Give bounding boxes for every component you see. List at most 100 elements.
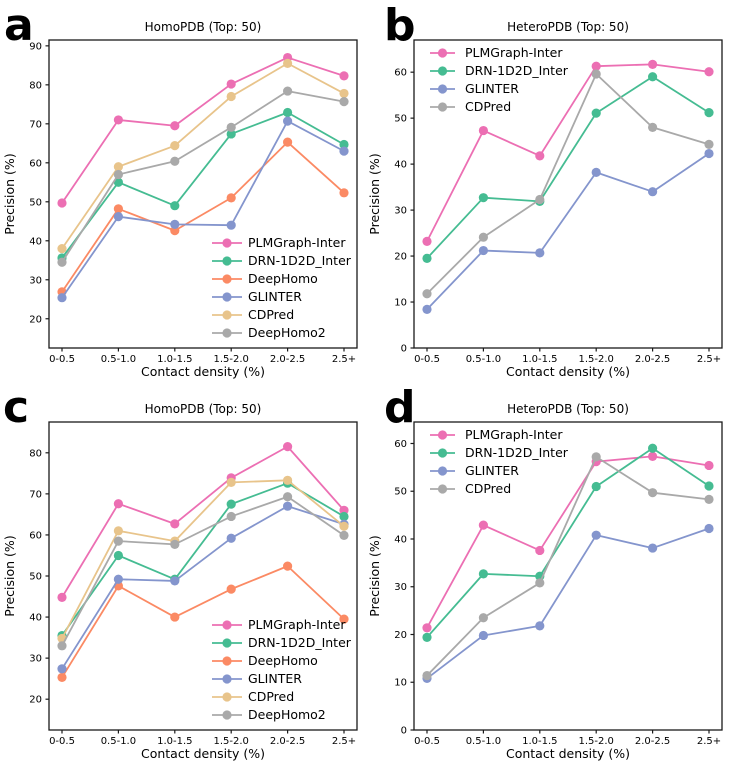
data-point: [113, 115, 123, 125]
data-point: [422, 236, 432, 246]
data-point: [648, 488, 658, 498]
data-point: [283, 137, 293, 147]
data-point: [283, 107, 293, 118]
legend-marker: [222, 710, 232, 720]
series-DeepHomo2: [57, 86, 349, 267]
series-PLMGraph-Inter: [57, 442, 349, 602]
legend-marker: [222, 674, 232, 684]
x-axis-label: Contact density (%): [141, 364, 265, 379]
series-line: [426, 455, 710, 629]
y-tick-label: 0: [401, 344, 407, 355]
x-tick-label: 2.0-2.5: [270, 354, 305, 365]
data-point: [478, 245, 488, 256]
legend-marker: [222, 638, 232, 648]
data-point: [226, 122, 236, 132]
data-point: [226, 79, 236, 89]
data-point: [478, 232, 488, 242]
series-line: [61, 111, 345, 259]
data-point: [535, 621, 545, 631]
x-tick-label: 2.0-2.5: [635, 354, 670, 365]
legend-marker: [222, 310, 232, 320]
y-tick-label: 20: [29, 695, 42, 706]
data-point: [535, 248, 545, 258]
series-line: [61, 505, 345, 670]
legend-label: GLINTER: [248, 671, 302, 686]
y-tick-label: 70: [29, 489, 42, 500]
series-line: [61, 495, 345, 647]
series-line: [426, 447, 710, 638]
x-tick-label: 1.0-1.5: [157, 736, 192, 747]
data-point: [704, 67, 714, 77]
y-axis-label: Precision (%): [367, 153, 382, 234]
series-CDPred: [57, 475, 349, 644]
legend-entry: CDPred: [430, 99, 511, 114]
series-PLMGraph-Inter: [57, 52, 349, 208]
legend-label: CDPred: [248, 689, 294, 704]
data-point: [704, 108, 714, 118]
x-tick-label: 2.5+: [332, 736, 356, 747]
y-tick-label: 90: [29, 41, 42, 52]
legend-marker: [222, 292, 232, 302]
legend-marker: [437, 66, 448, 76]
legend-entry: PLMGraph-Inter: [212, 235, 346, 250]
y-axis-label: Precision (%): [2, 535, 17, 616]
data-point: [113, 550, 123, 561]
x-tick-label: 2.5+: [332, 354, 356, 365]
data-point: [170, 156, 180, 166]
x-tick-label: 1.0-1.5: [157, 354, 192, 365]
data-point: [283, 86, 293, 96]
y-tick-label: 80: [29, 80, 42, 91]
data-point: [422, 304, 432, 314]
panel-label-a: a: [4, 0, 34, 51]
data-point: [170, 219, 180, 230]
data-point: [339, 511, 349, 522]
data-point: [283, 501, 293, 511]
chart-homopdb-1: HomoPDB (Top: 50) Contact density (%) Prec…: [2, 20, 358, 379]
x-tick-label: 0.5-1.0: [101, 354, 136, 365]
x-tick-label: 1.5-2.0: [578, 736, 613, 747]
series-line: [61, 565, 345, 678]
x-tick-label: 0.5-1.0: [101, 736, 136, 747]
legend-entry: DeepHomo: [212, 271, 318, 286]
legend-label: DeepHomo2: [248, 325, 326, 340]
series-CDPred: [57, 58, 349, 254]
legend-label: PLMGraph-Inter: [465, 427, 563, 442]
x-tick-label: 0-0.5: [414, 354, 440, 365]
chart-title: HomoPDB (Top: 50): [145, 20, 262, 34]
legend-label: CDPred: [465, 481, 511, 496]
series-line: [61, 56, 345, 204]
legend-marker: [222, 692, 232, 702]
y-tick-label: 50: [29, 572, 42, 583]
y-axis-label: Precision (%): [367, 535, 382, 616]
data-point: [591, 167, 601, 177]
data-point: [591, 61, 601, 71]
x-tick-label: 1.5-2.0: [213, 736, 248, 747]
legend-entry: DRN-1D2D_Inter: [212, 635, 352, 650]
series-PLMGraph-Inter: [422, 59, 714, 246]
plot-frame: [48, 39, 358, 349]
data-point: [478, 569, 488, 579]
legend-marker: [222, 238, 232, 248]
data-point: [339, 521, 349, 531]
series-DRN-1D2D_Inter: [422, 72, 714, 263]
y-tick-label: 40: [29, 613, 42, 624]
legend-entry: GLINTER: [212, 289, 302, 304]
series-line: [426, 527, 710, 680]
series-line: [61, 120, 345, 299]
data-point: [478, 125, 488, 136]
data-point: [226, 91, 236, 102]
chart-heteropdb-2: HeteroPDB (Top: 50) Contact density (%) Pr…: [367, 402, 723, 761]
legend-label: PLMGraph-Inter: [248, 235, 346, 250]
series-line: [61, 90, 345, 263]
legend-entry: DeepHomo2: [212, 707, 326, 722]
legend-label: PLMGraph-Inter: [465, 45, 563, 60]
x-tick-label: 0-0.5: [49, 736, 75, 747]
legend-entry: DRN-1D2D_Inter: [430, 445, 569, 460]
data-point: [57, 243, 67, 254]
legend-label: CDPred: [248, 307, 294, 322]
series-GLINTER: [57, 116, 349, 303]
legend-marker: [437, 430, 448, 440]
y-tick-label: 50: [394, 114, 407, 125]
y-tick-label: 30: [29, 275, 42, 286]
